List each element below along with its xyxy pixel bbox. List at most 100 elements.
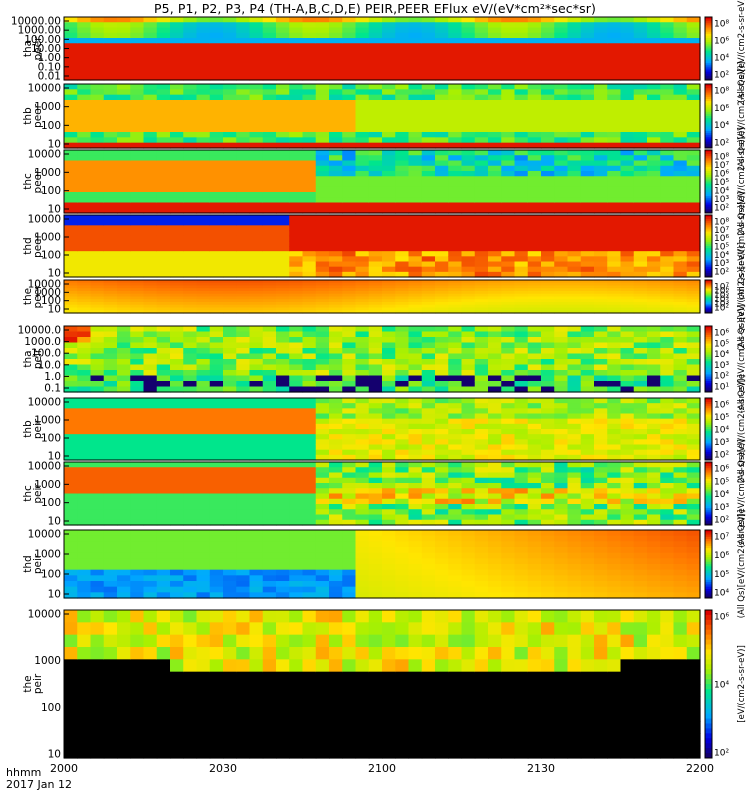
heatmap-cell	[488, 22, 502, 29]
heatmap-cell	[289, 160, 304, 167]
heatmap-cell	[183, 285, 198, 289]
heatmap-cell	[368, 225, 383, 232]
heatmap-cell	[196, 202, 211, 209]
heatmap-cell	[156, 181, 171, 188]
heatmap-cell	[156, 137, 171, 144]
heatmap-cell	[236, 488, 251, 495]
heatmap-cell	[143, 220, 158, 226]
heatmap-cell	[223, 121, 237, 128]
heatmap-cell	[170, 22, 184, 29]
heatmap-cell	[368, 230, 383, 237]
heatmap-cell	[501, 150, 516, 156]
heatmap-cell	[686, 155, 701, 162]
heatmap-cell	[223, 186, 237, 193]
heatmap-cell	[262, 256, 277, 263]
heatmap-cell	[607, 261, 622, 268]
heatmap-cell	[64, 69, 78, 76]
heatmap-cell	[594, 403, 608, 409]
heatmap-cell	[302, 100, 317, 106]
colorbar-segment	[705, 233, 712, 237]
heatmap-cell	[607, 403, 622, 409]
heatmap-cell	[77, 197, 92, 204]
heatmap-cell	[342, 53, 357, 60]
heatmap-cell	[580, 302, 595, 306]
heatmap-cell	[143, 326, 158, 333]
heatmap-cell	[395, 64, 410, 71]
heatmap-cell	[408, 342, 423, 349]
heatmap-cell	[64, 291, 78, 295]
heatmap-cell	[262, 467, 277, 474]
heatmap-cell	[594, 197, 608, 204]
heatmap-cell	[461, 509, 476, 516]
heatmap-cell	[302, 359, 317, 366]
heatmap-cell	[474, 519, 489, 526]
heatmap-cell	[329, 121, 343, 128]
heatmap-cell	[448, 271, 463, 278]
heatmap-cell	[64, 246, 78, 252]
heatmap-cell	[686, 375, 701, 382]
heatmap-cell	[461, 235, 476, 242]
heatmap-cell	[315, 288, 330, 292]
heatmap-cell	[541, 94, 555, 101]
heatmap-cell	[315, 105, 330, 112]
heatmap-cell	[421, 240, 436, 247]
heatmap-cell	[368, 423, 383, 430]
heatmap-cell	[474, 488, 489, 495]
heatmap-cell	[276, 84, 290, 90]
heatmap-cell	[170, 462, 184, 468]
heatmap-cell	[594, 89, 608, 96]
heatmap-cell	[355, 27, 370, 34]
heatmap-cell	[527, 348, 542, 355]
heatmap-cell	[64, 504, 78, 510]
heatmap-cell	[117, 326, 131, 333]
heatmap-cell	[183, 413, 198, 420]
heatmap-cell	[567, 197, 582, 204]
panel-tha-peir: 10000.01000.0100.010.01.00.1thapeir10⁶10…	[18, 305, 747, 414]
heatmap-cell	[527, 353, 542, 360]
heatmap-cell	[315, 299, 330, 303]
heatmap-cell	[408, 165, 423, 172]
heatmap-cell	[686, 299, 701, 303]
heatmap-cell	[395, 326, 410, 333]
heatmap-cell	[130, 192, 145, 198]
heatmap-cell	[501, 375, 516, 382]
heatmap-cell	[527, 449, 542, 456]
heatmap-cell	[580, 348, 595, 355]
colorbar-segment	[705, 198, 712, 201]
heatmap-cell	[196, 84, 211, 90]
heatmap-cell	[183, 53, 198, 60]
heatmap-cell	[223, 296, 237, 300]
heatmap-cell	[368, 207, 383, 214]
heatmap-cell	[236, 150, 251, 156]
heatmap-cell	[183, 302, 198, 306]
colorbar-segment	[705, 44, 712, 47]
heatmap-cell	[342, 207, 357, 214]
heatmap-cell	[567, 509, 582, 516]
heatmap-cell	[302, 171, 317, 177]
heatmap-cell	[90, 192, 105, 198]
heatmap-cell	[408, 74, 423, 81]
heatmap-cell	[183, 293, 198, 298]
colorbar-segment	[705, 120, 712, 123]
heatmap-cell	[633, 342, 648, 349]
heatmap-cell	[302, 418, 317, 425]
heatmap-cell	[408, 132, 423, 138]
heatmap-cell	[620, 215, 635, 221]
heatmap-cell	[554, 84, 569, 90]
heatmap-cell	[289, 291, 304, 295]
heatmap-cell	[209, 94, 224, 101]
colorbar-segment	[705, 284, 712, 286]
heatmap-cell	[594, 488, 608, 495]
heatmap-cell	[223, 110, 237, 117]
heatmap-cell	[686, 246, 701, 252]
heatmap-cell	[448, 337, 463, 344]
heatmap-cell	[143, 408, 158, 415]
heatmap-cell	[620, 94, 635, 101]
heatmap-cell	[686, 291, 701, 295]
heatmap-cell	[395, 32, 410, 39]
heatmap-cell	[633, 142, 648, 149]
heatmap-cell	[474, 302, 489, 306]
heatmap-cell	[156, 246, 171, 252]
heatmap-cell	[580, 132, 595, 138]
